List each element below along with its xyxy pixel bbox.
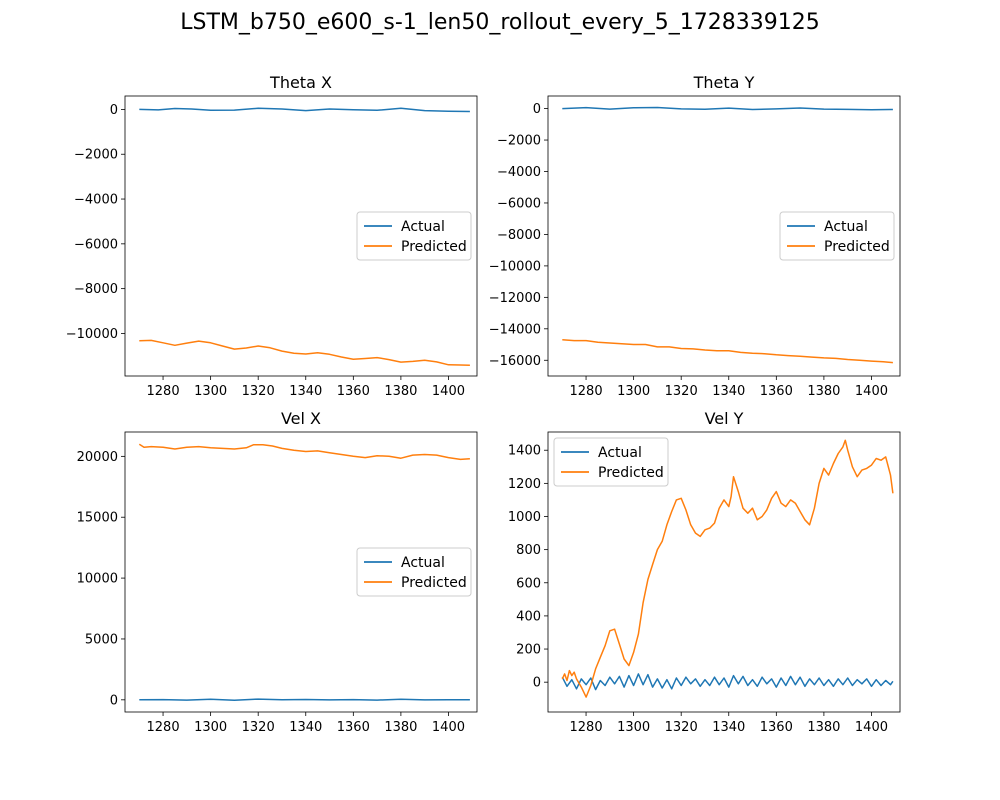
axes-title: Theta X	[269, 73, 332, 92]
series-line-actual	[139, 107, 470, 113]
y-tick-label: −2000	[497, 134, 541, 149]
legend-label-actual: Actual	[598, 445, 642, 461]
y-tick-label: 0	[533, 102, 541, 117]
x-tick-label: 1320	[242, 384, 275, 399]
y-tick-label: −14000	[489, 322, 541, 337]
legend: Actual Predicted	[356, 547, 472, 597]
y-tick-label: 600	[516, 576, 541, 591]
x-tick-label: 1360	[760, 384, 793, 399]
x-tick-label: 1300	[194, 384, 227, 399]
legend: Actual Predicted	[553, 437, 669, 487]
y-tick-label: 5000	[85, 632, 118, 647]
x-tick-label: 1360	[337, 384, 370, 399]
y-tick-label: 1000	[508, 510, 541, 525]
x-tick-label: 1300	[617, 720, 650, 735]
legend-label-predicted: Predicted	[824, 239, 890, 255]
x-tick-label: 1380	[384, 720, 417, 735]
x-tick-label: 1280	[570, 720, 603, 735]
x-tick-label: 1400	[855, 384, 888, 399]
y-tick-label: −10000	[66, 327, 118, 342]
subplot-2: 1280 1300 1320 1340 1360 1380 1400 0 −2000 −4000 −…	[489, 73, 901, 399]
series-line-actual	[561, 673, 894, 691]
legend-box	[553, 437, 669, 487]
y-tick-label: −4000	[497, 165, 541, 180]
axes-frame	[547, 95, 901, 377]
legend-box	[356, 211, 472, 261]
legend-box	[779, 211, 895, 261]
y-tick-label: −2000	[74, 148, 118, 163]
x-tick-label: 1280	[147, 384, 180, 399]
y-tick-label: 1400	[508, 444, 541, 459]
axes-title: Vel X	[281, 409, 321, 428]
legend-label-actual: Actual	[401, 219, 445, 235]
x-tick-label: 1340	[289, 720, 322, 735]
y-tick-label: −8000	[74, 282, 118, 297]
legend-box	[356, 547, 472, 597]
y-tick-label: −10000	[489, 259, 541, 274]
series-line-predicted	[138, 443, 470, 461]
x-tick-label: 1380	[807, 384, 840, 399]
y-tick-label: 0	[533, 676, 541, 691]
y-tick-label: 0	[110, 103, 118, 118]
y-tick-label: −4000	[74, 193, 118, 208]
axes-title: Theta Y	[693, 73, 755, 92]
x-tick-label: 1340	[712, 384, 745, 399]
x-tick-label: 1280	[147, 720, 180, 735]
y-tick-label: 10000	[77, 572, 118, 587]
legend-label-actual: Actual	[824, 219, 868, 235]
x-tick-label: 1400	[432, 720, 465, 735]
legend-label-predicted: Predicted	[401, 239, 467, 255]
legend-label-predicted: Predicted	[598, 465, 664, 481]
axes-frame	[547, 431, 901, 713]
x-tick-label: 1360	[760, 720, 793, 735]
x-tick-label: 1340	[289, 384, 322, 399]
y-tick-label: 400	[516, 609, 541, 624]
x-tick-label: 1300	[617, 384, 650, 399]
y-tick-label: 0	[110, 693, 118, 708]
x-tick-label: 1360	[337, 720, 370, 735]
legend-label-actual: Actual	[401, 555, 445, 571]
legend: Actual Predicted	[779, 211, 895, 261]
x-tick-label: 1380	[807, 720, 840, 735]
subplot-4: 1280 1300 1320 1340 1360 1380 1400 0 200 400 600 80…	[508, 409, 901, 735]
x-tick-label: 1320	[665, 720, 698, 735]
legend-label-predicted: Predicted	[401, 575, 467, 591]
x-tick-label: 1300	[194, 720, 227, 735]
subplot-1: 1280 1300 1320 1340 1360 1380 1400 0 −2000 −4000 −…	[66, 73, 478, 399]
x-tick-label: 1280	[570, 384, 603, 399]
series-line-actual	[139, 698, 470, 701]
series-line-predicted	[562, 339, 893, 364]
series-line-predicted	[139, 339, 470, 366]
y-tick-label: −6000	[74, 237, 118, 252]
y-tick-label: 1200	[508, 477, 541, 492]
series-line-actual	[562, 106, 893, 111]
y-tick-label: −16000	[489, 354, 541, 369]
y-tick-label: 20000	[77, 450, 118, 465]
y-tick-label: −6000	[497, 196, 541, 211]
y-tick-label: 200	[516, 643, 541, 658]
y-tick-label: −12000	[489, 291, 541, 306]
series-line-predicted	[561, 439, 894, 698]
figure-title: LSTM_b750_e600_s-1_len50_rollout_every_5…	[180, 10, 820, 35]
y-tick-label: 15000	[77, 511, 118, 526]
x-tick-label: 1400	[432, 384, 465, 399]
subplot-3: 1280 1300 1320 1340 1360 1380 1400 0 5000 10000 15…	[77, 409, 478, 735]
legend: Actual Predicted	[356, 211, 472, 261]
x-tick-label: 1380	[384, 384, 417, 399]
x-tick-label: 1340	[712, 720, 745, 735]
x-tick-label: 1400	[855, 720, 888, 735]
y-tick-label: −8000	[497, 228, 541, 243]
y-tick-label: 800	[516, 543, 541, 558]
axes-frame	[124, 95, 478, 377]
axes-frame	[124, 431, 478, 713]
axes-title: Vel Y	[705, 409, 744, 428]
x-tick-label: 1320	[665, 384, 698, 399]
x-tick-label: 1320	[242, 720, 275, 735]
